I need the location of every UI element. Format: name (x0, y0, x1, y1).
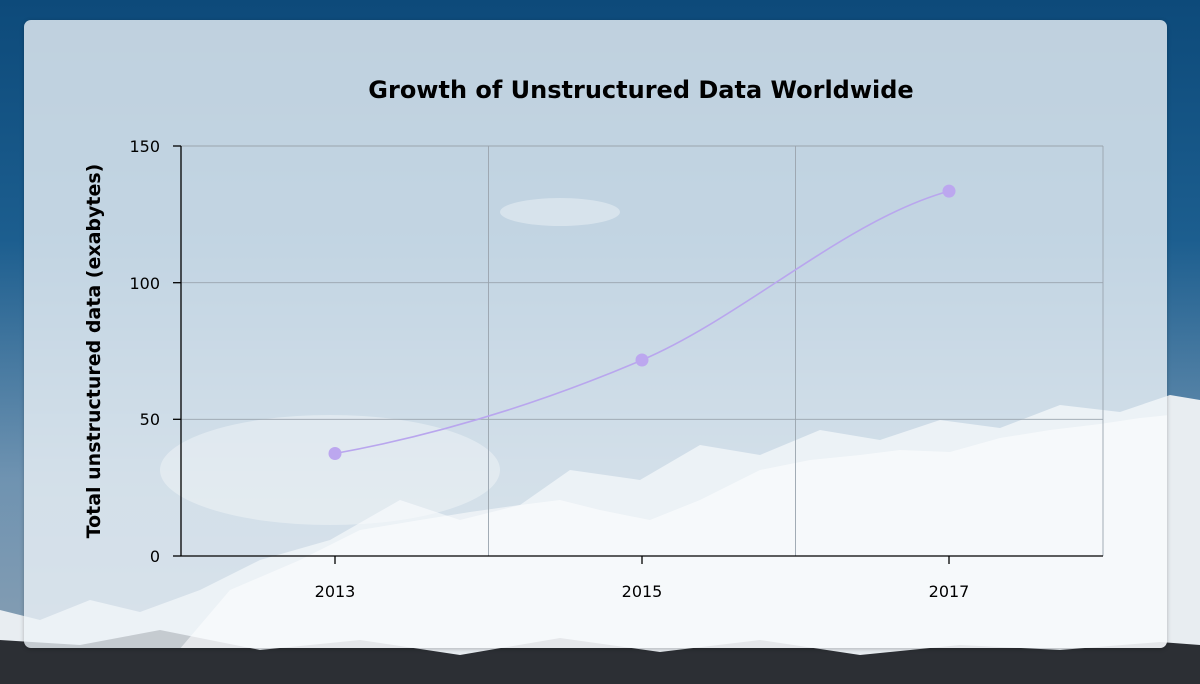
y-axis-label: Total unstructured data (exabytes) (83, 164, 105, 539)
y-tick-label: 100 (129, 274, 160, 293)
series-line (334, 190, 950, 455)
data-point (942, 184, 956, 198)
y-tick-label: 0 (150, 547, 160, 566)
y-tick-label: 50 (140, 410, 160, 429)
y-tick-label: 150 (129, 137, 160, 156)
data-point (328, 447, 342, 460)
chart-title: Growth of Unstructured Data Worldwide (368, 76, 913, 104)
data-points (328, 184, 956, 460)
x-tick-label: 2013 (315, 582, 356, 601)
x-tick-label: 2015 (622, 582, 663, 601)
series-line-group (334, 190, 950, 455)
axes (180, 146, 1103, 557)
line-chart: Growth of Unstructured Data Worldwide 0 … (83, 76, 1104, 601)
x-tick-label: 2017 (929, 582, 970, 601)
panel-background-scenery (160, 198, 1167, 648)
chart-panel: Growth of Unstructured Data Worldwide 0 … (24, 20, 1167, 648)
gridlines (181, 145, 1104, 556)
x-ticks: 2013 2015 2017 (315, 556, 970, 601)
data-point (635, 353, 649, 367)
y-ticks: 0 50 100 150 (129, 137, 181, 566)
